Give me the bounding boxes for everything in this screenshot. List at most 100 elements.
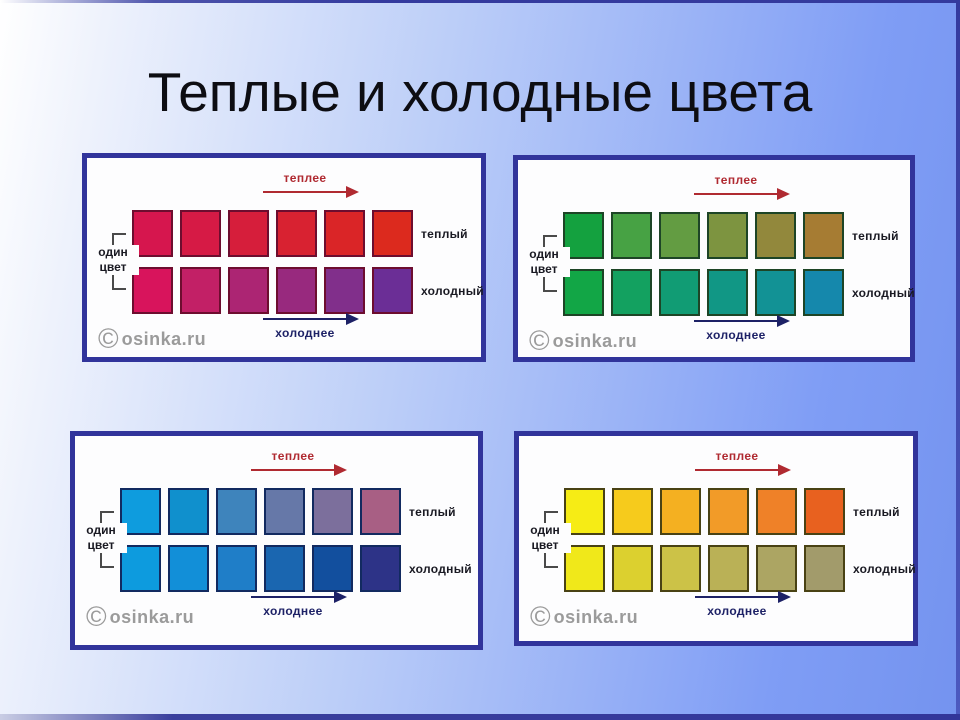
warm-color-row [563,212,844,259]
color-swatch [708,545,749,592]
warmer-arrow-icon [251,464,347,476]
cold-color-row [563,269,844,316]
warm-label: теплый [853,505,900,519]
warmer-indicator: теплее [255,171,359,198]
color-swatch [360,545,401,592]
warm-label: теплый [409,505,456,519]
slide-frame-bottom [0,714,960,720]
color-swatch [804,545,845,592]
copyright-icon: © [98,323,119,354]
color-swatch [264,488,305,535]
colder-indicator: холоднее [243,591,347,618]
one-color-label: один цвет [75,523,127,553]
panel-red-violet: теплее один цвет теплый холодный холодне… [82,153,486,362]
page-title: Теплые и холодные цвета [147,61,813,123]
watermark-text: osinka.ru [109,606,195,627]
color-swatch [276,267,317,314]
warm-color-row [120,488,401,535]
colder-indicator: холоднее [687,591,791,618]
watermark: © osinka.ru [530,601,639,632]
color-swatch [612,488,653,535]
panel-green: теплее один цвет теплый холодный холодне… [513,155,915,362]
warmer-arrow-icon [695,464,791,476]
warmer-label: теплее [283,171,327,185]
one-color-label: один цвет [518,247,570,277]
colder-label: холоднее [706,328,766,342]
color-swatch [216,488,257,535]
color-swatch [659,212,700,259]
warmer-label: теплее [714,173,758,187]
color-swatch [180,267,221,314]
color-swatch [756,488,797,535]
color-swatch [660,488,701,535]
colder-label: холоднее [275,326,335,340]
color-swatch [312,488,353,535]
color-swatch [755,212,796,259]
colder-indicator: холоднее [686,315,790,342]
color-swatch [660,545,701,592]
panel-blue: теплее один цвет теплый холодный холодне… [70,431,483,650]
warmer-indicator: теплее [686,173,790,200]
color-swatch [372,267,413,314]
cold-label: холодный [853,562,916,576]
warmer-arrow-icon [694,188,790,200]
color-swatch [611,269,652,316]
cold-color-row [132,267,413,314]
colder-arrow-icon [695,591,791,603]
color-swatch [168,545,209,592]
color-swatch [180,210,221,257]
copyright-icon: © [529,325,550,356]
warmer-label: теплее [715,449,759,463]
warm-label: теплый [421,227,468,241]
colder-label: холоднее [707,604,767,618]
warm-color-row [564,488,845,535]
color-swatch [611,212,652,259]
color-swatch [228,267,269,314]
watermark: © osinka.ru [98,323,207,354]
cold-label: холодный [421,284,484,298]
color-swatch [707,212,748,259]
slide-frame-right [956,0,960,720]
color-swatch [276,210,317,257]
watermark: © osinka.ru [86,601,195,632]
color-swatch [324,267,365,314]
warm-label: теплый [852,229,899,243]
color-swatch [312,545,353,592]
watermark-text: osinka.ru [121,328,207,349]
colder-label: холоднее [263,604,323,618]
one-color-label: один цвет [87,245,139,275]
color-swatch [324,210,365,257]
color-swatch [756,545,797,592]
color-swatch [372,210,413,257]
warmer-indicator: теплее [243,449,347,476]
color-swatch [804,488,845,535]
watermark-text: osinka.ru [553,606,639,627]
color-swatch [612,545,653,592]
copyright-icon: © [530,601,551,632]
copyright-icon: © [86,601,107,632]
one-color-label: один цвет [519,523,571,553]
warmer-indicator: теплее [687,449,791,476]
color-swatch [755,269,796,316]
color-swatch [659,269,700,316]
colder-indicator: холоднее [255,313,359,340]
color-swatch [803,269,844,316]
warm-color-row [132,210,413,257]
color-swatch [264,545,305,592]
cold-color-row [564,545,845,592]
cold-color-row [120,545,401,592]
colder-arrow-icon [694,315,790,327]
watermark-text: osinka.ru [552,330,638,351]
cold-label: холодный [409,562,472,576]
watermark: © osinka.ru [529,325,638,356]
color-swatch [216,545,257,592]
color-swatch [168,488,209,535]
color-swatch [707,269,748,316]
warmer-arrow-icon [263,186,359,198]
color-swatch [803,212,844,259]
color-swatch [228,210,269,257]
cold-label: холодный [852,286,915,300]
colder-arrow-icon [263,313,359,325]
colder-arrow-icon [251,591,347,603]
